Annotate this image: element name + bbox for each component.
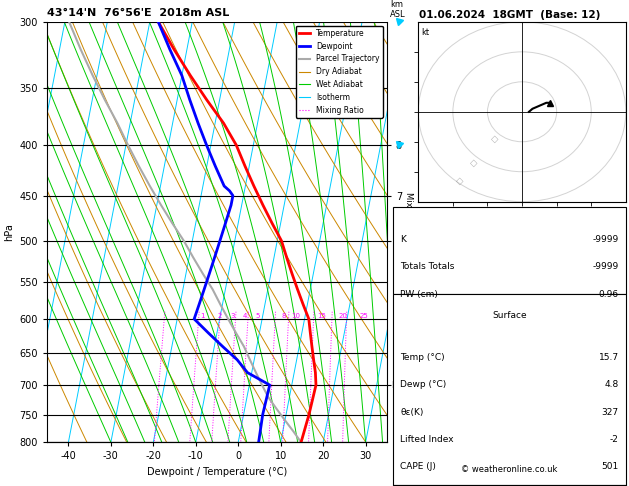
Text: 5: 5 (255, 313, 260, 319)
Text: PW (cm): PW (cm) (400, 290, 438, 298)
Text: kt: kt (422, 28, 430, 37)
Bar (393, 485, 626, 486)
Text: 20: 20 (338, 313, 347, 319)
Text: 501: 501 (601, 462, 619, 471)
Text: K: K (400, 235, 406, 244)
Text: 15.7: 15.7 (599, 353, 619, 362)
Text: CAPE (J): CAPE (J) (400, 462, 436, 471)
Text: © weatheronline.co.uk: © weatheronline.co.uk (461, 465, 558, 474)
Text: -2: -2 (610, 435, 619, 444)
Bar (393, 294, 626, 485)
Text: Temp (°C): Temp (°C) (400, 353, 445, 362)
Text: 1: 1 (201, 313, 205, 319)
Text: Totals Totals: Totals Totals (400, 262, 455, 271)
Text: 327: 327 (602, 408, 619, 417)
Y-axis label: hPa: hPa (4, 223, 14, 241)
Text: ◇: ◇ (456, 176, 464, 186)
Text: 25: 25 (360, 313, 369, 319)
Text: 4: 4 (243, 313, 247, 319)
Text: 0.96: 0.96 (599, 290, 619, 298)
Text: km
ASL: km ASL (390, 0, 406, 19)
Text: 3: 3 (230, 313, 235, 319)
Text: 8: 8 (281, 313, 286, 319)
Text: 10: 10 (292, 313, 301, 319)
Text: ◇: ◇ (491, 134, 498, 144)
Text: 15: 15 (317, 313, 326, 319)
Text: θε(K): θε(K) (400, 408, 423, 417)
Text: LCL: LCL (391, 381, 406, 389)
Text: 01.06.2024  18GMT  (Base: 12): 01.06.2024 18GMT (Base: 12) (419, 10, 600, 19)
Text: Lifted Index: Lifted Index (400, 435, 454, 444)
Text: -9999: -9999 (593, 262, 619, 271)
Text: -9999: -9999 (593, 235, 619, 244)
X-axis label: Dewpoint / Temperature (°C): Dewpoint / Temperature (°C) (147, 467, 287, 477)
Text: 43°14'N  76°56'E  2018m ASL: 43°14'N 76°56'E 2018m ASL (47, 8, 230, 17)
Text: 2: 2 (218, 313, 222, 319)
Text: Surface: Surface (492, 311, 527, 320)
Text: ◇: ◇ (470, 158, 477, 168)
Legend: Temperature, Dewpoint, Parcel Trajectory, Dry Adiabat, Wet Adiabat, Isotherm, Mi: Temperature, Dewpoint, Parcel Trajectory… (296, 26, 383, 118)
Text: 4.8: 4.8 (604, 381, 619, 389)
Text: Dewp (°C): Dewp (°C) (400, 381, 447, 389)
Bar (393, 208, 626, 294)
Y-axis label: Mixing Ratio (g/kg): Mixing Ratio (g/kg) (404, 192, 413, 272)
